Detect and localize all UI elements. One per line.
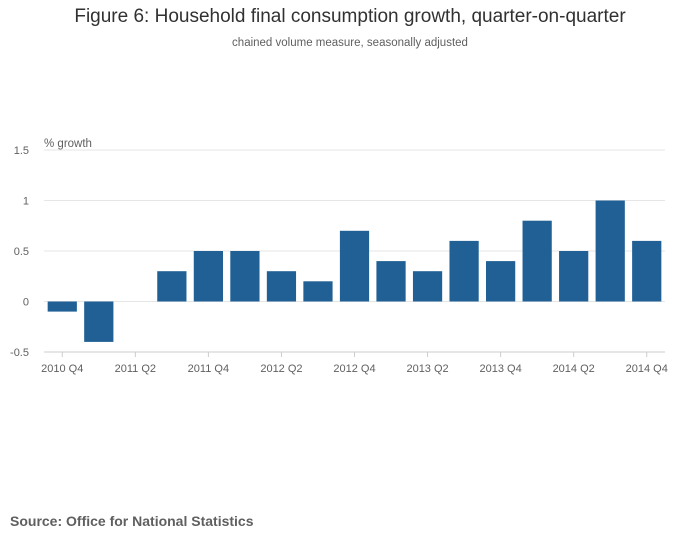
y-axis-ticks: 1.5 1 0.5 0 -0.5 [10, 145, 29, 359]
x-tick-label: 2014 Q2 [553, 363, 595, 375]
bar [595, 200, 625, 302]
bar [632, 240, 662, 302]
chart-subtitle: chained volume measure, seasonally adjus… [232, 37, 468, 49]
x-tick-label: 2012 Q4 [333, 363, 375, 375]
x-tick-label: 2012 Q2 [260, 363, 302, 375]
y-tick-label: 0.5 [14, 246, 29, 258]
bar [266, 271, 297, 302]
y-tick-label: 1 [23, 196, 29, 208]
bar [486, 261, 516, 302]
bar [522, 220, 552, 302]
bar [449, 240, 479, 302]
y-tick-label: -0.5 [10, 347, 29, 359]
bar [230, 251, 260, 302]
x-tick-label: 2011 Q2 [115, 363, 156, 375]
bar [47, 301, 77, 312]
chart-title: Figure 6: Household final consumption gr… [74, 6, 626, 27]
x-tick-label: 2014 Q4 [626, 363, 668, 375]
x-tick-label: 2013 Q4 [480, 363, 522, 375]
bar [376, 261, 406, 302]
bar [559, 251, 589, 302]
y-tick-label: 0 [23, 297, 29, 309]
x-axis-ticks: 2010 Q4 2011 Q2 2011 Q4 2012 Q2 2012 Q4 2013 … [41, 352, 668, 375]
y-axis-label: % growth [44, 138, 92, 150]
source-note: Source: Office for National Statistics [10, 513, 254, 529]
bar [412, 271, 443, 302]
x-tick-label: 2010 Q4 [41, 363, 83, 375]
x-tick-label: 2011 Q4 [188, 363, 229, 375]
bar [157, 271, 187, 302]
bar [339, 230, 370, 302]
bars [47, 200, 662, 342]
bar [303, 281, 333, 302]
bar [84, 301, 114, 342]
x-tick-label: 2013 Q2 [406, 363, 448, 375]
bar [193, 251, 223, 302]
y-tick-label: 1.5 [14, 145, 29, 157]
